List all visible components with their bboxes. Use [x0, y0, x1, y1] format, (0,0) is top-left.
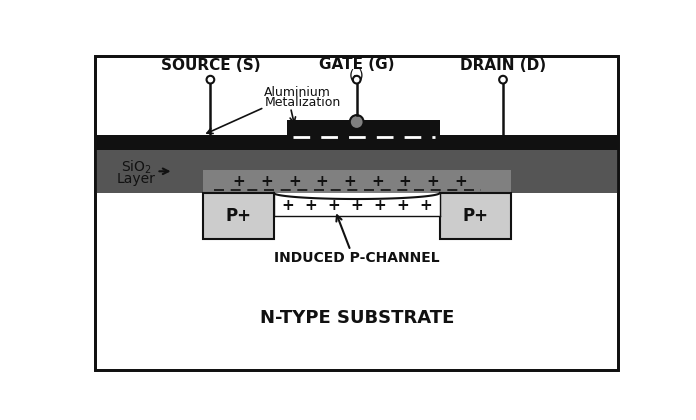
Text: INDUCED P-CHANNEL: INDUCED P-CHANNEL [274, 251, 439, 265]
Text: Metalization: Metalization [264, 96, 340, 109]
Text: DRAIN (D): DRAIN (D) [460, 58, 546, 73]
Text: +: + [371, 174, 384, 189]
Text: GATE (G): GATE (G) [319, 57, 395, 71]
Text: +: + [316, 174, 329, 189]
Bar [493, 135, 528, 150]
Text: +: + [232, 174, 245, 189]
Text: Aluminium: Aluminium [264, 86, 331, 99]
Text: +: + [304, 198, 317, 213]
Bar [274, 193, 440, 216]
Text: +: + [288, 174, 301, 189]
Bar [287, 120, 440, 150]
Text: SiO$_2$: SiO$_2$ [121, 159, 152, 176]
Text: SOURCE (S): SOURCE (S) [161, 58, 260, 73]
Bar [95, 135, 619, 150]
Text: +: + [420, 198, 432, 213]
Text: +: + [260, 174, 273, 189]
Text: Layer: Layer [117, 172, 156, 186]
Text: +: + [399, 174, 411, 189]
Text: (-): (-) [349, 69, 365, 83]
Text: P+: P+ [462, 207, 489, 225]
Circle shape [207, 76, 214, 84]
Text: P+: P+ [225, 207, 251, 225]
Bar [95, 150, 619, 170]
Text: +: + [327, 198, 340, 213]
Bar [440, 193, 511, 239]
Bar [511, 150, 619, 193]
Bar [95, 150, 203, 193]
Text: +: + [374, 198, 386, 213]
Bar [185, 135, 221, 150]
Text: +: + [427, 174, 439, 189]
Text: +: + [350, 198, 363, 213]
Text: +: + [281, 198, 294, 213]
Circle shape [499, 76, 507, 84]
Circle shape [353, 76, 361, 84]
Text: N-TYPE SUBSTRATE: N-TYPE SUBSTRATE [260, 310, 454, 327]
Circle shape [350, 115, 363, 129]
Bar [203, 193, 274, 239]
Text: +: + [343, 174, 356, 189]
Text: +: + [454, 174, 467, 189]
Bar [203, 170, 511, 193]
Text: +: + [397, 198, 409, 213]
